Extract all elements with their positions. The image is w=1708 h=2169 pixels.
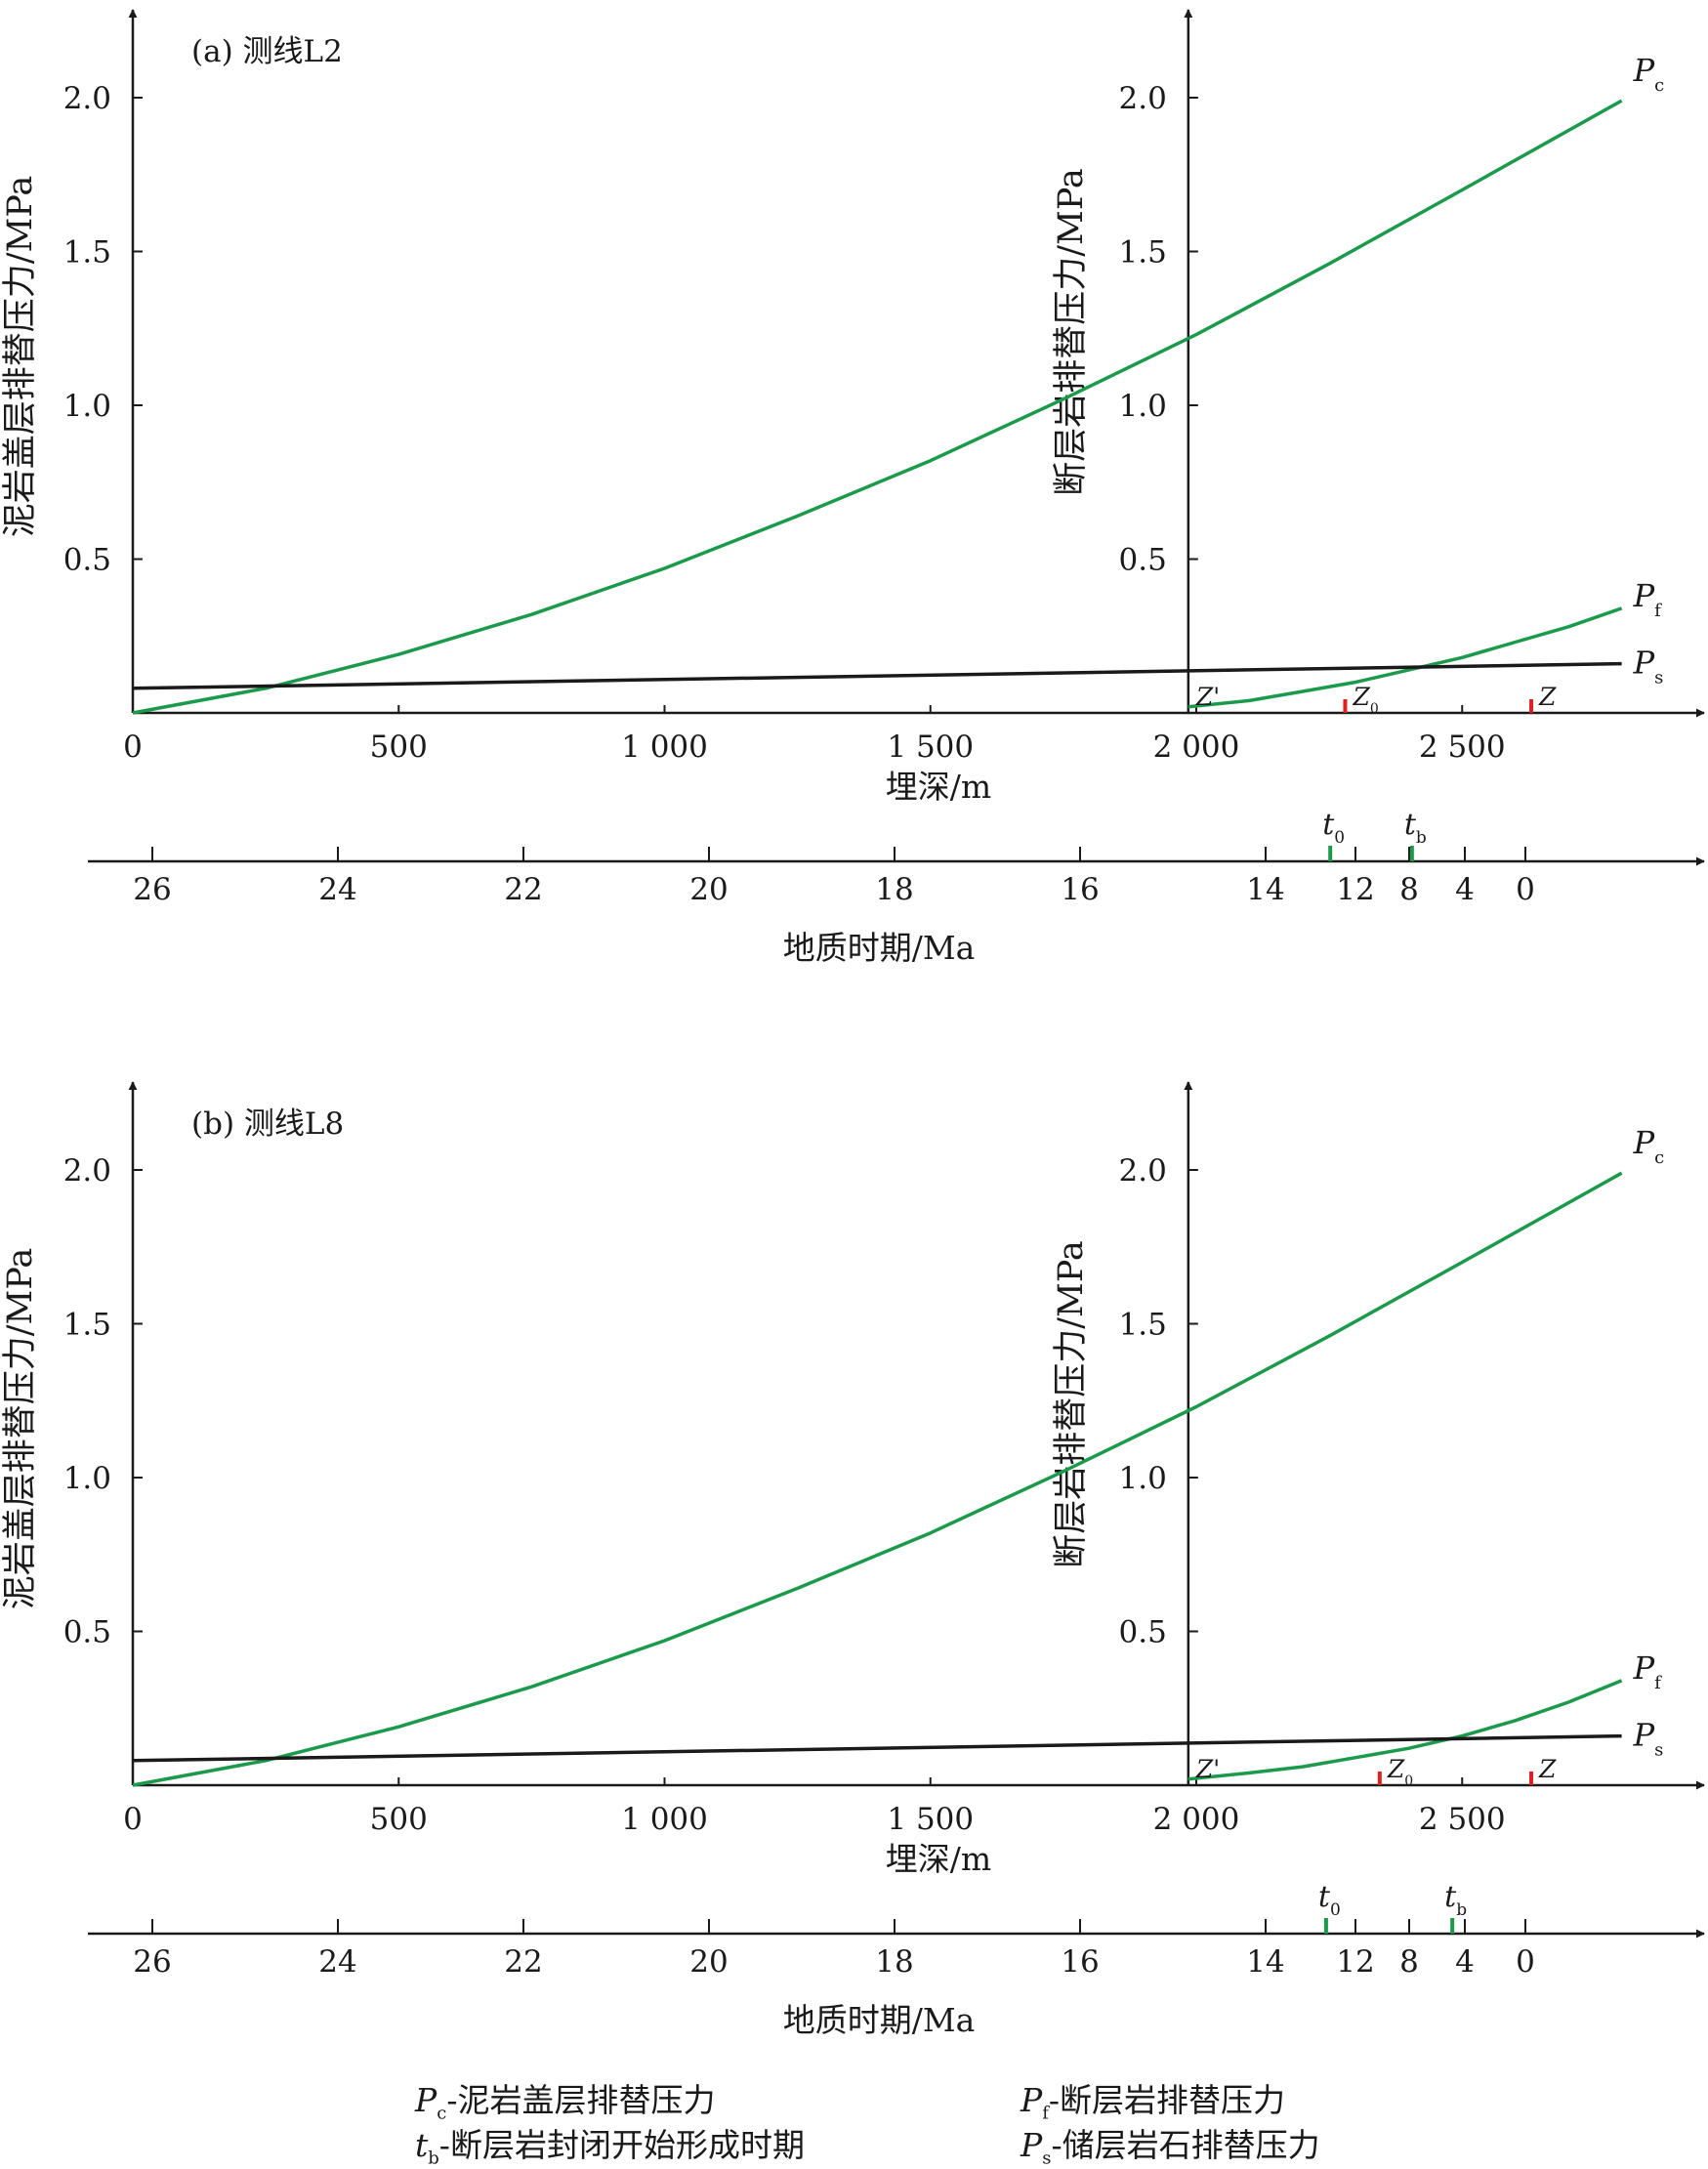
series-label-pc: Pc [1633,52,1665,96]
time-tick-label: 24 [318,872,356,907]
series-label-ps: Ps [1633,1717,1664,1761]
time-tick-label: 12 [1336,872,1374,907]
panel-b: 0.5 0.5 1.0 1.0 1.5 1.5 2.0 2.0 0 500 1 000 1 500 2 … [1,1081,1705,2039]
time-tick-label: 16 [1061,872,1099,907]
legend-item-pc: Pc-泥岩盖层排替压力 [415,2081,716,2124]
time-marker-label-tb: tb [1404,808,1427,848]
depth-marker-label: Z0 [1387,1755,1413,1789]
y-axis-label-left: 泥岩盖层排替压力/MPa [1,1248,40,1609]
series-line-ps [132,661,1622,690]
y-tick-label-right: 1.5 [1119,1308,1167,1343]
y-tick-label-right: 0.5 [1119,1615,1167,1650]
legend-item-tb: tb-断层岩封闭开始形成时期 [415,2126,805,2169]
series-label-pf: Pf [1633,1649,1663,1693]
y-tick-label-right: 1.0 [1119,389,1167,424]
x-tick-label: 0 [123,1802,143,1837]
time-axis-label: 地质时期/Ma [783,929,976,967]
time-tick-label: 22 [504,872,542,907]
y-tick-label-left: 2.0 [63,1153,111,1189]
time-tick-label: 20 [689,872,728,907]
x-tick-label: 500 [370,1802,428,1837]
y-axis-label-right: 断层岩排替压力/MPa [1052,168,1091,495]
y-tick-label-right: 2.0 [1119,1153,1167,1189]
time-tick-label: 4 [1455,872,1475,907]
time-tick-label: 14 [1246,1944,1284,1980]
time-tick-label: 0 [1516,872,1535,907]
time-tick-label: 20 [689,1944,728,1980]
y-tick-label-left: 0.5 [63,1615,111,1650]
y-tick-label-right: 2.0 [1119,81,1167,116]
series-line-pc [132,1171,1623,1787]
depth-marker-label: Z [1538,683,1557,711]
x-tick-label: 2 500 [1419,1802,1506,1837]
time-marker-label-tb: tb [1444,1880,1467,1920]
x-tick-label: 1 000 [621,1802,708,1837]
depth-marker-label: Z [1538,1755,1557,1783]
x-tick-label: 0 [123,730,143,765]
y-tick-label-left: 1.0 [63,389,111,424]
depth-marker-label: Z' [1195,683,1220,711]
x-tick-label: 1 500 [887,730,974,765]
time-tick-label: 26 [133,1944,171,1980]
time-tick-label: 22 [504,1944,542,1980]
time-tick-label: 8 [1399,1944,1419,1980]
time-tick-label: 12 [1336,1944,1374,1980]
y-tick-label-left: 1.0 [63,1461,111,1496]
x-tick-label: 1 000 [621,730,708,765]
series-line-pf [1187,606,1623,709]
y-tick-label-left: 0.5 [63,543,111,578]
time-marker-label-t0: t0 [1322,808,1345,848]
y-tick-label-left: 1.5 [63,235,111,271]
y-tick-label-right: 1.5 [1119,235,1167,271]
y-axis-label-right: 断层岩排替压力/MPa [1052,1240,1091,1567]
depth-marker-label: Z' [1195,1755,1220,1783]
time-tick-label: 24 [318,1944,356,1980]
time-tick-label: 0 [1516,1944,1535,1980]
series-line-pf [1187,1679,1623,1781]
y-tick-label-right: 0.5 [1119,543,1167,578]
y-tick-label-left: 2.0 [63,81,111,116]
legend-item-ps: Ps-储层岩石排替压力 [1021,2126,1320,2169]
depth-marker-label: Z0 [1352,683,1378,717]
panel-a: 0.5 0.5 1.0 1.0 1.5 1.5 2.0 2.0 0 500 1 000 1 500 2 … [1,9,1705,967]
time-tick-label: 14 [1246,872,1284,907]
series-label-pf: Pf [1633,577,1663,621]
series-label-ps: Ps [1633,645,1664,688]
x-tick-label: 1 500 [887,1802,974,1837]
legend-item-pf: Pf-断层岩排替压力 [1021,2081,1286,2124]
time-axis-label: 地质时期/Ma [783,2001,976,2039]
x-axis-label: 埋深/m [886,1840,991,1878]
panel-label: (a) 测线L2 [191,34,343,69]
time-marker-label-t0: t0 [1318,1880,1341,1920]
y-tick-label-left: 1.5 [63,1308,111,1343]
time-tick-label: 8 [1399,872,1419,907]
series-label-pc: Pc [1633,1124,1665,1168]
time-tick-label: 18 [875,1944,913,1980]
time-tick-label: 16 [1061,1944,1099,1980]
time-tick-label: 26 [133,872,171,907]
y-tick-label-right: 1.0 [1119,1461,1167,1496]
x-tick-label: 2 500 [1419,730,1506,765]
series-line-pc [132,99,1623,715]
y-axis-label-left: 泥岩盖层排替压力/MPa [1,176,40,537]
x-tick-label: 2 000 [1153,1802,1240,1837]
time-tick-label: 18 [875,872,913,907]
series-line-ps [132,1733,1622,1763]
x-tick-label: 500 [370,730,428,765]
time-tick-label: 4 [1455,1944,1475,1980]
x-axis-label: 埋深/m [886,768,991,806]
panel-label: (b) 测线L8 [191,1106,344,1142]
x-tick-label: 2 000 [1153,730,1240,765]
